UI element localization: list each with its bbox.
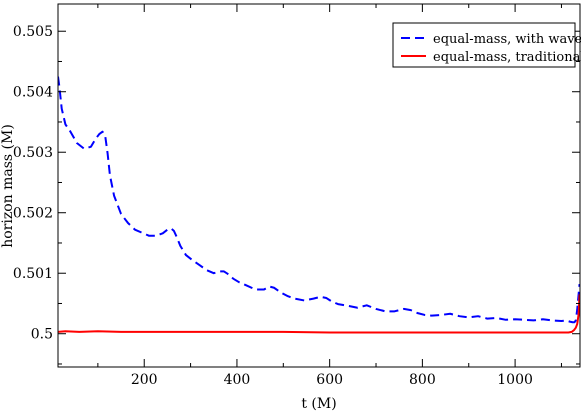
tick-layer: 200 400 600 800 1000 0.5 0.501 0.502 0.503 0.504 0… [13, 4, 580, 388]
y-tick-label: 0.504 [13, 85, 53, 101]
legend: equal-mass, with waves equal-mass, tradi… [392, 22, 581, 68]
plot-frame [57, 3, 581, 368]
legend-label-with-waves: equal-mass, with waves [433, 32, 581, 47]
y-tick-label: 0.5 [31, 327, 53, 343]
legend-label-traditional: equal-mass, traditional [433, 50, 581, 65]
x-tick-label: 800 [409, 372, 436, 388]
x-tick-label: 200 [131, 372, 158, 388]
y-axis-title: horizon mass (M) [0, 124, 16, 248]
y-tick-label: 0.502 [13, 206, 53, 222]
x-tick-label: 400 [224, 372, 251, 388]
x-axis-title: t (M) [301, 396, 336, 412]
series-line-with-waves [58, 76, 580, 324]
x-tick-label: 1000 [497, 372, 533, 388]
series-line-traditional [58, 294, 580, 334]
y-tick-label: 0.503 [13, 145, 53, 161]
series-layer [58, 76, 580, 334]
x-tick-label: 600 [316, 372, 343, 388]
y-tick-label: 0.505 [13, 24, 53, 40]
y-tick-label: 0.501 [13, 266, 53, 282]
legend-box [392, 22, 576, 68]
